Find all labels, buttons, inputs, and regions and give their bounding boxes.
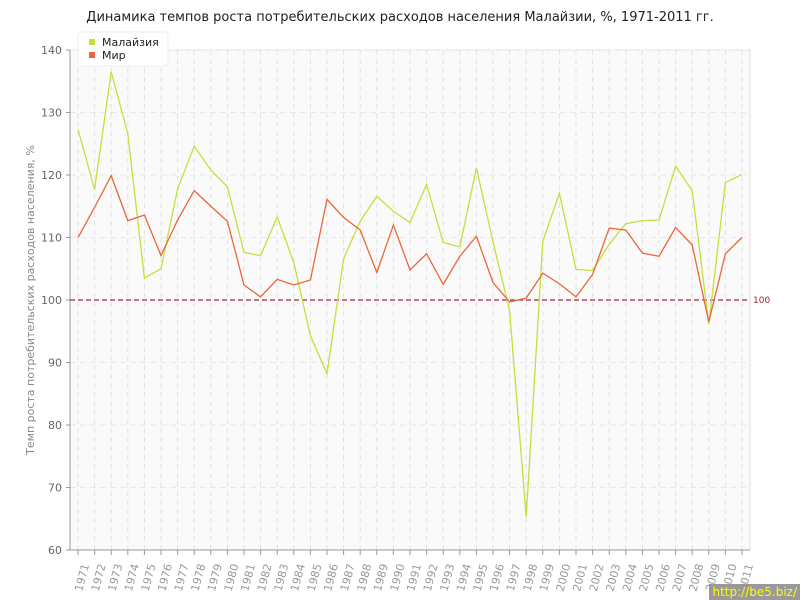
chart-title: Динамика темпов роста потребительских ра… (86, 10, 714, 25)
legend-swatch (89, 52, 95, 58)
watermark: http://be5.biz/ (709, 584, 800, 600)
y-tick-label: 80 (48, 419, 62, 432)
reference-line-label: 100 (753, 296, 770, 306)
y-tick-label: 130 (41, 107, 62, 120)
legend-swatch (89, 39, 95, 45)
y-axis-label: Темп роста потребительских расходов насе… (24, 145, 37, 456)
legend-box (77, 31, 169, 67)
legend-label: Мир (102, 49, 126, 62)
legend-label: Малайзия (102, 36, 159, 49)
y-tick-label: 70 (48, 482, 62, 495)
y-tick-label: 140 (41, 44, 62, 57)
y-tick-label: 60 (48, 544, 62, 557)
y-tick-label: 120 (41, 169, 62, 182)
y-tick-label: 90 (48, 357, 62, 370)
y-tick-label: 100 (41, 294, 62, 307)
y-tick-label: 110 (41, 232, 62, 245)
